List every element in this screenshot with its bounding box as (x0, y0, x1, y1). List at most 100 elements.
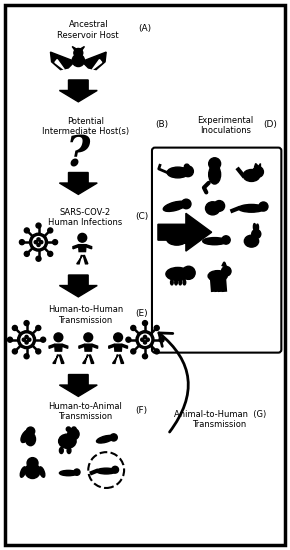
Polygon shape (53, 355, 59, 364)
FancyBboxPatch shape (152, 147, 281, 353)
Ellipse shape (183, 280, 186, 285)
Circle shape (36, 349, 41, 354)
Polygon shape (59, 275, 97, 297)
Ellipse shape (208, 271, 227, 282)
Polygon shape (73, 245, 79, 249)
Circle shape (143, 336, 147, 339)
Polygon shape (77, 256, 82, 264)
Polygon shape (92, 344, 98, 348)
Circle shape (252, 229, 261, 239)
Ellipse shape (256, 224, 258, 230)
Polygon shape (114, 344, 122, 351)
Circle shape (66, 427, 71, 431)
Polygon shape (122, 344, 128, 348)
Polygon shape (59, 80, 97, 102)
Polygon shape (83, 355, 88, 364)
Circle shape (28, 338, 31, 342)
Polygon shape (254, 163, 259, 167)
Circle shape (24, 251, 29, 256)
Circle shape (184, 164, 189, 169)
Circle shape (26, 427, 35, 436)
Ellipse shape (21, 430, 30, 443)
Polygon shape (89, 355, 94, 364)
Circle shape (74, 48, 83, 57)
Circle shape (37, 243, 40, 246)
Circle shape (52, 240, 58, 245)
Circle shape (25, 336, 28, 339)
Polygon shape (55, 59, 64, 70)
Polygon shape (86, 245, 92, 249)
Text: (E): (E) (135, 309, 148, 318)
Polygon shape (109, 344, 114, 348)
Ellipse shape (206, 202, 220, 215)
Polygon shape (72, 47, 77, 51)
Circle shape (88, 452, 124, 488)
Polygon shape (80, 47, 84, 51)
Ellipse shape (209, 165, 221, 184)
Circle shape (24, 354, 29, 359)
Ellipse shape (97, 436, 114, 443)
Circle shape (222, 236, 230, 244)
Ellipse shape (167, 233, 187, 245)
Ellipse shape (96, 468, 116, 474)
Circle shape (24, 228, 29, 233)
Circle shape (84, 333, 93, 342)
Polygon shape (258, 163, 260, 167)
Polygon shape (55, 344, 62, 351)
Ellipse shape (59, 448, 63, 454)
Text: ?: ? (66, 134, 90, 175)
Circle shape (126, 337, 131, 342)
Circle shape (159, 337, 164, 342)
Ellipse shape (59, 470, 77, 476)
Ellipse shape (238, 205, 264, 212)
Circle shape (131, 349, 136, 354)
Circle shape (259, 202, 268, 211)
Circle shape (25, 341, 28, 344)
Polygon shape (49, 344, 55, 348)
Circle shape (154, 349, 159, 354)
Circle shape (182, 199, 191, 208)
Circle shape (112, 466, 119, 473)
Polygon shape (83, 256, 88, 264)
Text: Human-to-Human
Transmission: Human-to-Human Transmission (48, 305, 123, 324)
Polygon shape (79, 344, 84, 348)
Circle shape (34, 240, 37, 244)
Ellipse shape (253, 223, 255, 230)
Circle shape (110, 434, 117, 441)
Text: (A): (A) (138, 24, 151, 32)
Circle shape (27, 458, 38, 469)
Ellipse shape (166, 267, 190, 280)
Circle shape (24, 321, 29, 326)
Polygon shape (84, 52, 106, 70)
Ellipse shape (179, 280, 182, 285)
Circle shape (74, 469, 80, 475)
Polygon shape (113, 355, 118, 364)
Ellipse shape (67, 448, 71, 454)
Circle shape (183, 166, 193, 177)
Circle shape (182, 266, 195, 279)
Circle shape (136, 331, 154, 349)
Circle shape (18, 331, 36, 349)
Ellipse shape (39, 467, 45, 477)
Ellipse shape (20, 467, 26, 477)
Polygon shape (50, 52, 72, 70)
Circle shape (209, 158, 221, 170)
Text: (C): (C) (135, 212, 148, 221)
Text: Experimental
Inoculations: Experimental Inoculations (197, 116, 254, 135)
Ellipse shape (163, 201, 186, 211)
Ellipse shape (175, 280, 177, 285)
Circle shape (131, 326, 136, 331)
Ellipse shape (171, 280, 173, 285)
Circle shape (22, 338, 26, 342)
Text: Animal-to-Human  (G)
Transmission: Animal-to-Human (G) Transmission (173, 410, 266, 429)
Polygon shape (59, 355, 64, 364)
Text: (F): (F) (135, 406, 147, 415)
Text: Potential
Intermediate Host(s): Potential Intermediate Host(s) (42, 117, 129, 136)
Circle shape (222, 266, 231, 276)
Text: SARS-COV-2
Human Infections: SARS-COV-2 Human Infections (48, 207, 122, 227)
Circle shape (180, 232, 192, 243)
Polygon shape (79, 245, 86, 251)
Circle shape (154, 326, 159, 331)
Circle shape (30, 233, 48, 251)
Circle shape (36, 223, 41, 228)
